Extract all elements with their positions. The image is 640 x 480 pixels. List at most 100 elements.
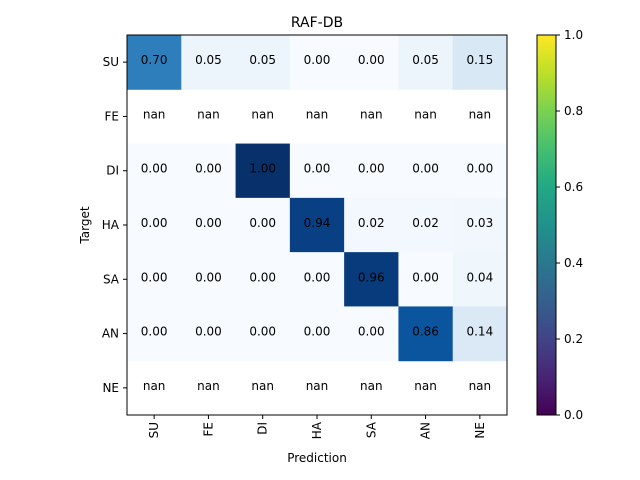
cell-value-label: 0.00 [249,270,276,284]
cell-value-label: nan [143,379,166,393]
heatmap-cell [127,143,182,199]
cell-value-label: 0.02 [412,216,439,230]
cell-value-label: 0.00 [195,325,222,339]
heatmap-cell [289,252,345,307]
cell-value-label: 0.00 [358,325,385,339]
cell-value-label: 0.05 [249,53,276,67]
heatmap-cell [344,143,399,199]
cell-value-label: nan [197,379,220,393]
y-tick-label: HA [102,218,120,232]
heatmap-cell [127,252,182,307]
cell-value-label: nan [469,379,492,393]
colorbar-tick-label: 0.6 [564,180,583,194]
x-tick-label: DI [256,422,270,435]
x-tick-label: HA [310,421,324,439]
cell-value-label: 0.04 [466,270,493,284]
cell-value-label: nan [197,107,220,121]
heatmap-cell [235,197,291,253]
colorbar-tick-label: 0.8 [564,104,583,118]
cell-value-label: 0.03 [466,216,493,230]
cell-value-label: 0.94 [304,216,331,230]
y-axis-title: Target [78,206,92,244]
cell-value-label: nan [414,379,437,393]
cell-value-label: 0.00 [304,325,331,339]
cell-value-label: 0.05 [412,53,439,67]
heatmap-cell [398,306,454,362]
heatmap-cell [344,252,399,307]
cell-value-label: 0.00 [358,53,385,67]
cell-value-label: 0.00 [141,325,168,339]
heatmap-cell [235,35,291,90]
cell-value-label: nan [414,107,437,121]
colorbar-ticks: 0.0 0.2 0.4 0.6 0.8 1.0 [556,28,583,422]
y-tick-label: FE [105,109,119,123]
y-axis-ticks: SU FE DI HA SA AN NE [102,55,127,395]
x-tick-label: NE [473,422,487,439]
cell-value-label: 0.00 [141,162,168,176]
colorbar-tick-label: 0.4 [564,256,583,270]
y-tick-label: NE [102,381,119,395]
heatmap-cell [344,306,399,362]
cell-value-label: 0.00 [195,216,222,230]
cell-value-label: 0.86 [412,325,439,339]
cell-value-label: 0.02 [358,216,385,230]
heatmap-cell [289,197,345,253]
cell-value-label: 0.00 [195,270,222,284]
cell-value-label: 0.00 [249,216,276,230]
cell-value-label: 0.00 [412,162,439,176]
heatmap-cell [452,143,508,199]
cell-value-label: 0.00 [412,270,439,284]
heatmap-cell [181,252,237,307]
cell-value-label: 0.00 [304,53,331,67]
heatmap-cell [181,35,237,90]
y-tick-label: SA [103,272,120,286]
cell-value-label: 0.00 [304,270,331,284]
cell-value-label: 0.00 [466,162,493,176]
heatmap-cell-labels: 0.70 0.05 0.05 0.00 0.00 0.05 0.15 nan nan nan nan… [141,53,493,393]
heatmap-cells [127,35,508,362]
x-tick-label: FE [201,422,215,436]
heatmap-cell [181,143,237,199]
heatmap-cell [127,197,182,253]
y-tick-label: AN [102,327,119,341]
cell-value-label: 0.00 [304,162,331,176]
cell-value-label: 0.00 [141,216,168,230]
cell-value-label: nan [251,107,274,121]
cell-value-label: nan [469,107,492,121]
heatmap-cell [452,252,508,307]
cell-value-label: 0.14 [466,325,493,339]
cell-value-label: nan [143,107,166,121]
cell-value-label: nan [360,107,383,121]
cell-value-label: nan [360,379,383,393]
chart-title: RAF-DB [291,15,343,31]
cell-value-label: 0.70 [141,53,168,67]
cell-value-label: 0.00 [141,270,168,284]
x-axis-ticks: SU FE DI HA SA AN NE [147,415,487,439]
cell-value-label: 0.05 [195,53,222,67]
colorbar-tick-label: 1.0 [564,28,583,42]
heatmap-cell [452,306,508,362]
heatmap-cell [181,197,237,253]
colorbar-tick-label: 0.2 [564,332,583,346]
cell-value-label: 0.00 [249,325,276,339]
heatmap-cell [235,143,291,199]
heatmap-cell [181,306,237,362]
cell-value-label: 0.96 [358,270,385,284]
heatmap-cell [127,306,182,362]
cell-value-label: 1.00 [249,162,276,176]
cell-value-label: nan [251,379,274,393]
heatmap-cell [127,35,182,90]
heatmap-cell [344,197,399,253]
cell-value-label: 0.00 [195,162,222,176]
cell-value-label: 0.00 [358,162,385,176]
x-axis-title: Prediction [287,451,347,465]
heatmap-cell [344,35,399,90]
heatmap-cell [235,306,291,362]
x-tick-label: AN [419,422,433,439]
colorbar-tick-label: 0.0 [564,408,583,422]
cell-value-label: 0.15 [466,53,493,67]
heatmap-cell [398,35,454,90]
heatmap-cell [235,252,291,307]
heatmap-cell [289,143,345,199]
y-tick-label: SU [103,55,119,69]
